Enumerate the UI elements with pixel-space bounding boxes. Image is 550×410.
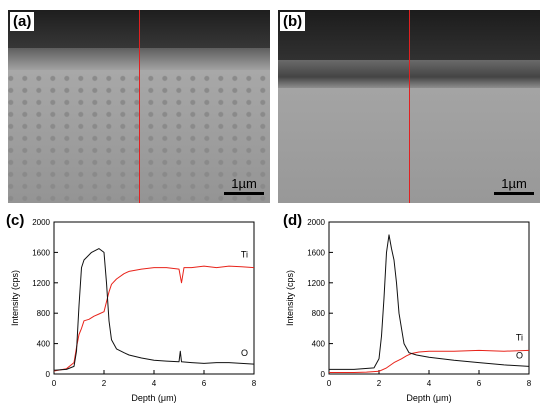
- micrograph-a: (a) 1µm: [8, 10, 270, 203]
- y-tick-label: 1600: [307, 248, 325, 257]
- x-tick-label: 8: [527, 379, 532, 388]
- series-line-o: [329, 234, 530, 370]
- x-axis-label: Depth (μm): [131, 393, 176, 403]
- y-tick-label: 2000: [307, 218, 325, 227]
- y-tick-label: 400: [312, 340, 326, 349]
- x-tick-label: 4: [427, 379, 432, 388]
- panel-label-b: (b): [280, 12, 306, 31]
- linescan-marker: [409, 10, 410, 203]
- depth-profile-chart-d: 0 2 4 6 8 0 400 800 1200 1600 2000 Depth (μm) Intens…: [285, 218, 532, 403]
- panel-label-a: (a): [10, 12, 35, 31]
- linescan-marker: [139, 10, 140, 203]
- scale-bar-line-a: [224, 192, 264, 195]
- y-axis-label: Intensity (cps): [285, 270, 295, 326]
- micrograph-b: (b) 1µm: [278, 10, 540, 203]
- x-tick-label: 0: [327, 379, 332, 388]
- y-tick-label: 0: [46, 370, 51, 379]
- series-label-o: O: [241, 348, 248, 358]
- y-tick-label: 1200: [307, 279, 325, 288]
- x-tick-label: 6: [202, 379, 207, 388]
- plot-label-c: (c): [6, 212, 25, 229]
- scale-bar-text-a: 1µm: [231, 176, 257, 191]
- series-label-ti: Ti: [516, 332, 523, 342]
- x-tick-label: 8: [252, 379, 257, 388]
- x-tick-label: 2: [102, 379, 107, 388]
- y-tick-label: 0: [321, 370, 326, 379]
- y-tick-label: 2000: [32, 218, 50, 227]
- x-tick-label: 6: [477, 379, 482, 388]
- y-tick-label: 1600: [32, 248, 50, 257]
- y-axis-label: Intensity (cps): [10, 270, 20, 326]
- x-tick-label: 2: [377, 379, 382, 388]
- scale-bar-line-b: [494, 192, 534, 195]
- y-tick-label: 1200: [32, 279, 50, 288]
- y-tick-label: 800: [37, 309, 51, 318]
- y-tick-label: 800: [312, 309, 326, 318]
- x-axis-label: Depth (μm): [406, 393, 451, 403]
- scale-bar-text-b: 1µm: [501, 176, 527, 191]
- series-line-o: [53, 248, 255, 371]
- plot-label-d: (d): [283, 212, 303, 229]
- x-tick-label: 0: [52, 379, 57, 388]
- scale-bar-b: 1µm: [494, 177, 534, 195]
- series-line-ti: [53, 265, 255, 372]
- y-tick-label: 400: [37, 340, 51, 349]
- depth-profile-chart-c: 0 2 4 6 8 0 400 800 1200 1600 2000 Depth (μm) Intens…: [10, 218, 257, 403]
- series-label-ti: Ti: [241, 250, 248, 260]
- series-label-o: O: [516, 350, 523, 360]
- plot-frame: [53, 221, 255, 375]
- series-line-ti: [329, 349, 530, 373]
- scale-bar-a: 1µm: [224, 177, 264, 195]
- x-tick-label: 4: [152, 379, 157, 388]
